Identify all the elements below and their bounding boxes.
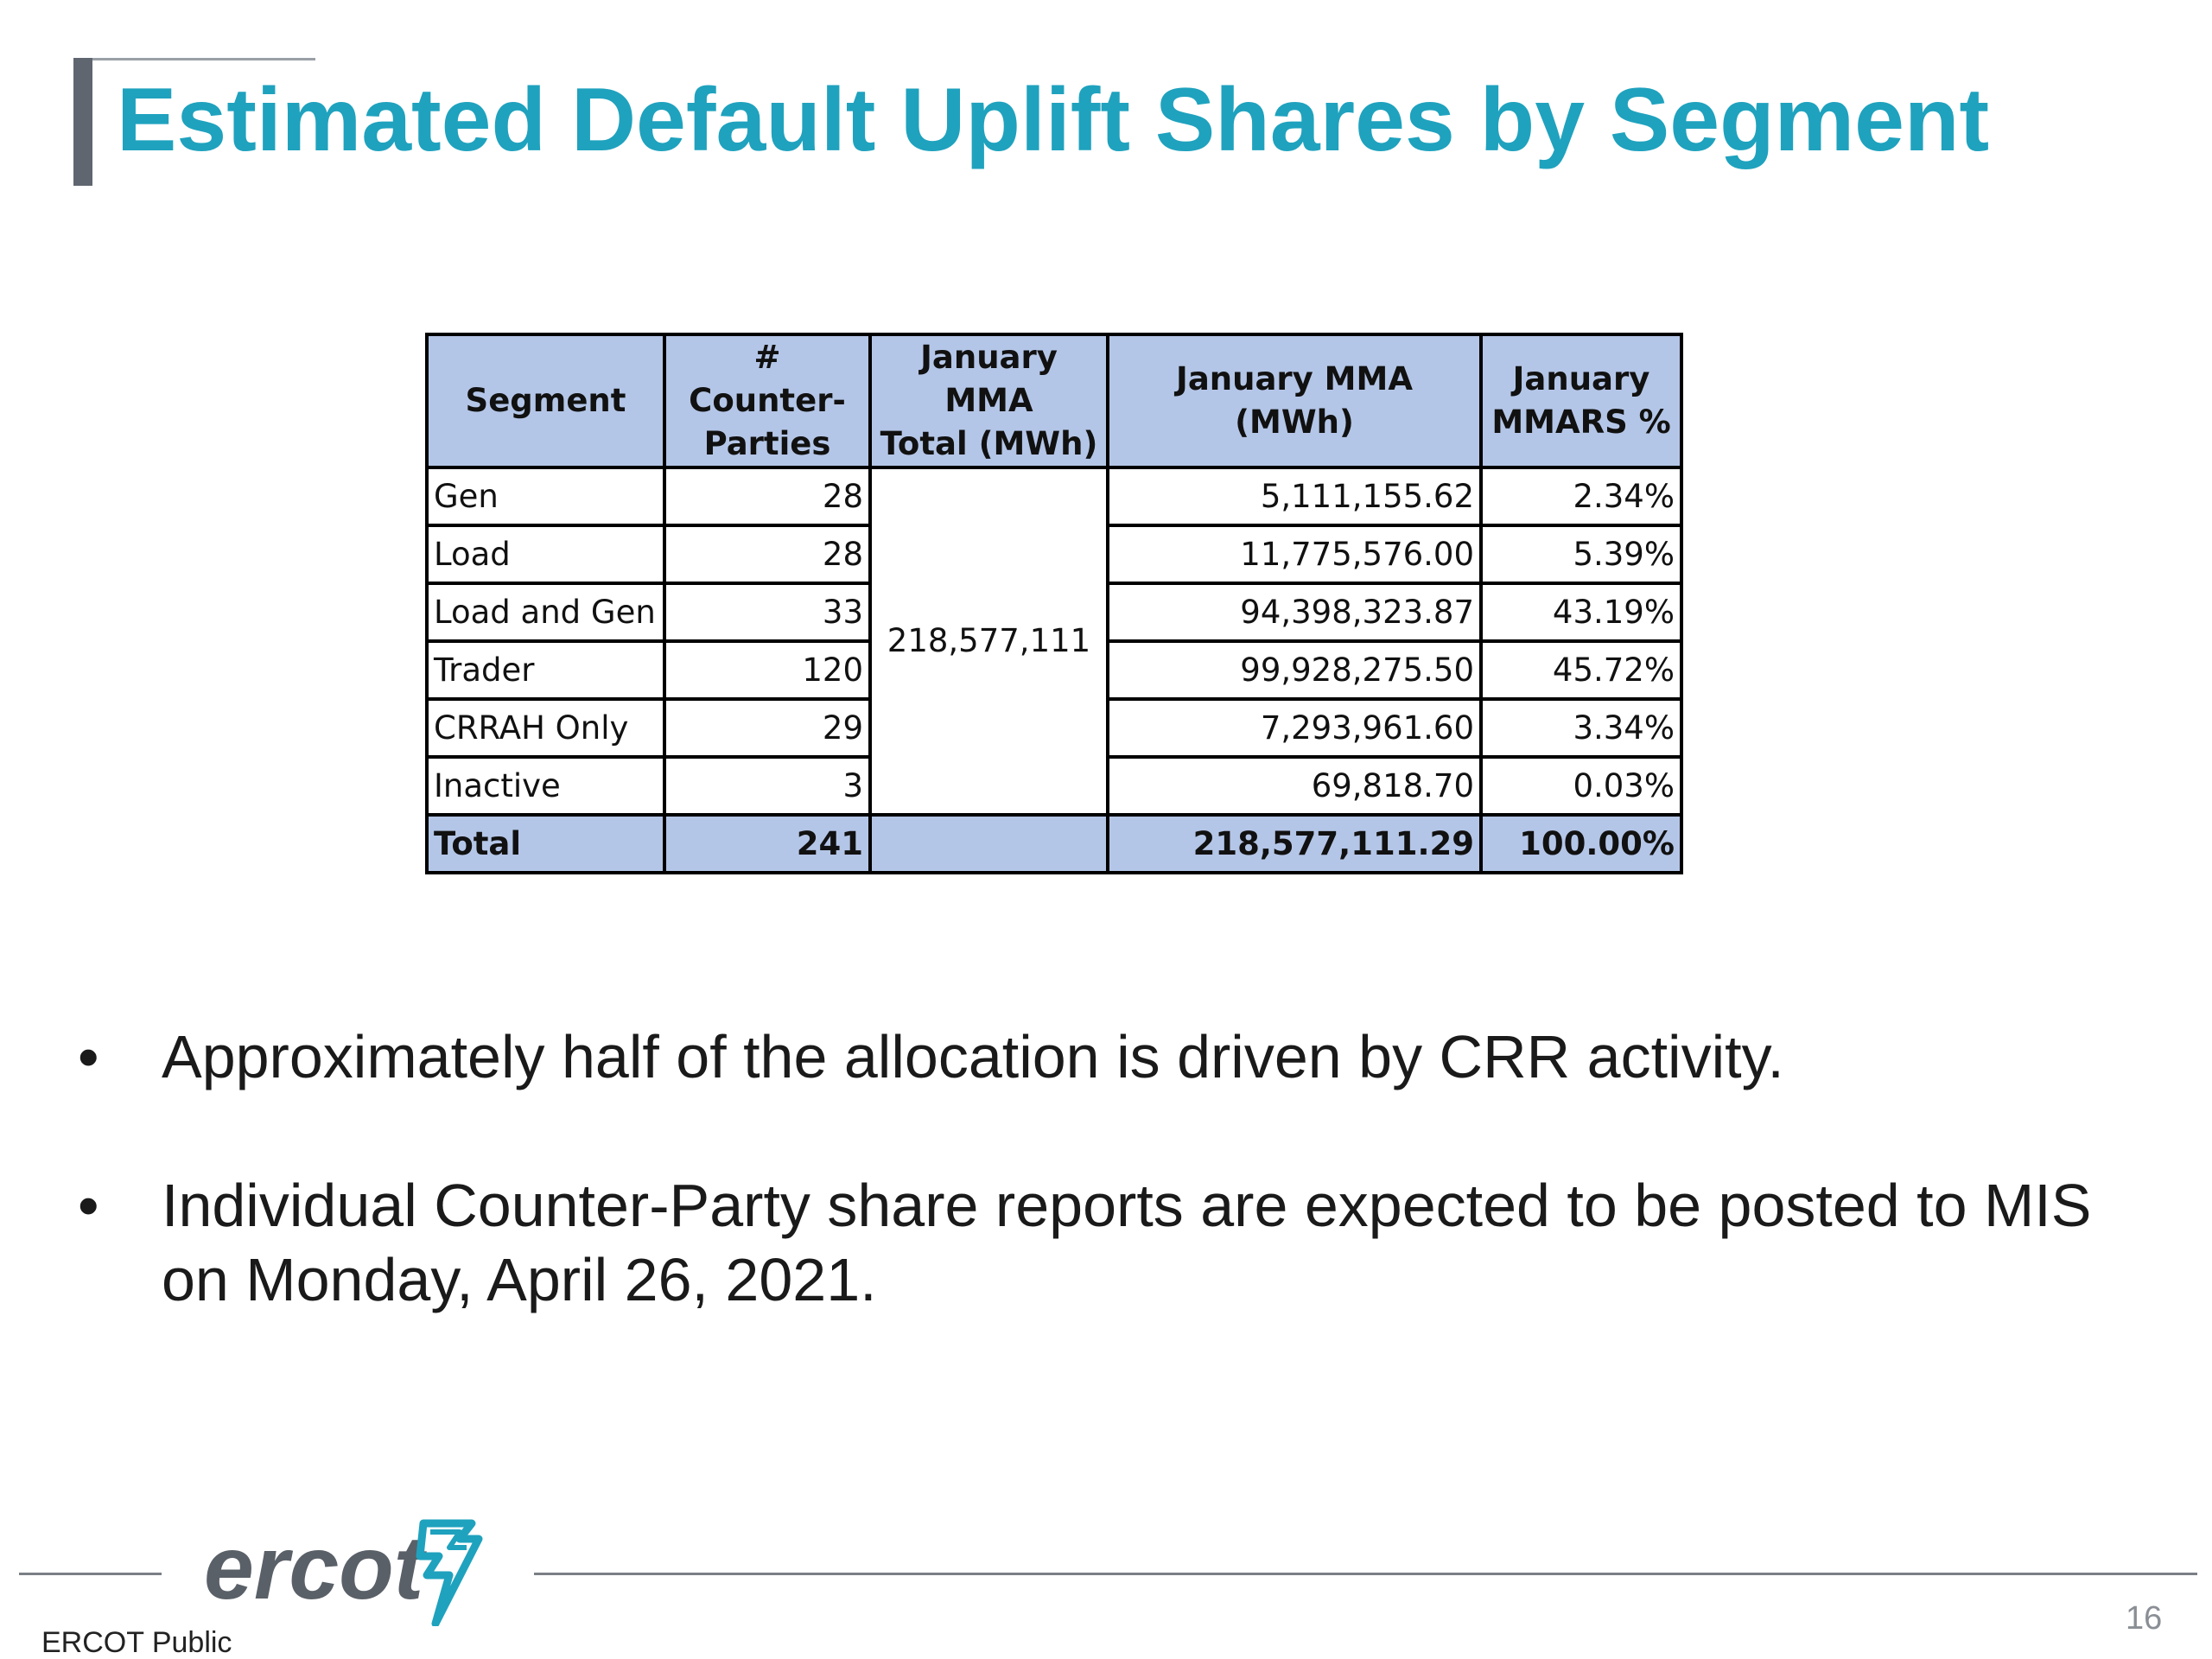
header-segment: Segment — [425, 333, 666, 469]
table-row: Inactive 3 69,818.70 0.03% — [425, 755, 1683, 817]
bullet-text: Individual Counter-Party share reports a… — [162, 1172, 2092, 1313]
footer-divider-left — [19, 1573, 162, 1575]
page-number: 16 — [2126, 1600, 2163, 1637]
cell-mmars: 5.39% — [1479, 524, 1683, 585]
cell-mma: 94,398,323.87 — [1106, 582, 1483, 643]
title-accent-line — [73, 58, 315, 60]
table-header-row: Segment # Counter- Parties January MMA Tot… — [425, 333, 1683, 469]
table-row: Load and Gen 33 94,398,323.87 43.19% — [425, 582, 1683, 643]
header-counterparties: # Counter- Parties — [663, 333, 872, 469]
lightning-bolt-icon — [416, 1519, 483, 1626]
cell-total-counterparties: 241 — [663, 813, 872, 874]
cell-total-mmars: 100.00% — [1479, 813, 1683, 874]
cell-segment: CRRAH Only — [425, 697, 666, 759]
segment-table-container: Segment # Counter- Parties January MMA Tot… — [425, 333, 1683, 874]
cell-total-label: Total — [425, 813, 666, 874]
bullet-text: Approximately half of the allocation is … — [162, 1023, 1784, 1090]
logo-wordmark: ercot — [204, 1518, 424, 1618]
bullet-list: • Approximately half of the allocation i… — [78, 1020, 2152, 1391]
cell-mmars: 43.19% — [1479, 582, 1683, 643]
cell-mmars: 0.03% — [1479, 755, 1683, 817]
table-row: CRRAH Only 29 7,293,961.60 3.34% — [425, 697, 1683, 759]
cell-mma-total-merged: 218,577,111 — [868, 466, 1109, 817]
cell-mmars: 45.72% — [1479, 639, 1683, 701]
slide-title: Estimated Default Uplift Shares by Segme… — [117, 70, 1990, 170]
cell-total-mma-total — [868, 813, 1109, 874]
ercot-logo: ercot — [204, 1516, 498, 1629]
cell-counterparties: 120 — [663, 639, 872, 701]
header-mma-total: January MMA Total (MWh) — [868, 333, 1109, 469]
header-mma: January MMA (MWh) — [1106, 333, 1483, 469]
cell-mma: 5,111,155.62 — [1106, 466, 1483, 527]
bullet-item: • Approximately half of the allocation i… — [78, 1020, 2152, 1094]
cell-segment: Load — [425, 524, 666, 585]
bullet-icon: • — [78, 1172, 99, 1239]
footer-divider-right — [534, 1573, 2197, 1575]
cell-total-mma: 218,577,111.29 — [1106, 813, 1483, 874]
bullet-icon: • — [78, 1023, 99, 1090]
cell-segment: Load and Gen — [425, 582, 666, 643]
cell-mma: 69,818.70 — [1106, 755, 1483, 817]
cell-mmars: 2.34% — [1479, 466, 1683, 527]
cell-counterparties: 28 — [663, 466, 872, 527]
cell-counterparties: 29 — [663, 697, 872, 759]
table-total-row: Total 241 218,577,111.29 100.00% — [425, 813, 1683, 874]
cell-counterparties: 28 — [663, 524, 872, 585]
cell-counterparties: 33 — [663, 582, 872, 643]
header-mmars: January MMARS % — [1479, 333, 1683, 469]
bullet-item: • Individual Counter-Party share reports… — [78, 1168, 2152, 1317]
table-row: Load 28 11,775,576.00 5.39% — [425, 524, 1683, 585]
cell-mma: 11,775,576.00 — [1106, 524, 1483, 585]
cell-segment: Gen — [425, 466, 666, 527]
table-row: Trader 120 99,928,275.50 45.72% — [425, 639, 1683, 701]
cell-mma: 99,928,275.50 — [1106, 639, 1483, 701]
segment-table: Segment # Counter- Parties January MMA Tot… — [425, 333, 1683, 874]
cell-mmars: 3.34% — [1479, 697, 1683, 759]
footer-classification: ERCOT Public — [41, 1626, 232, 1659]
cell-segment: Inactive — [425, 755, 666, 817]
table-row: Gen 28 218,577,111 5,111,155.62 2.34% — [425, 466, 1683, 817]
cell-counterparties: 3 — [663, 755, 872, 817]
title-accent-bar — [73, 58, 92, 186]
cell-segment: Trader — [425, 639, 666, 701]
cell-mma: 7,293,961.60 — [1106, 697, 1483, 759]
